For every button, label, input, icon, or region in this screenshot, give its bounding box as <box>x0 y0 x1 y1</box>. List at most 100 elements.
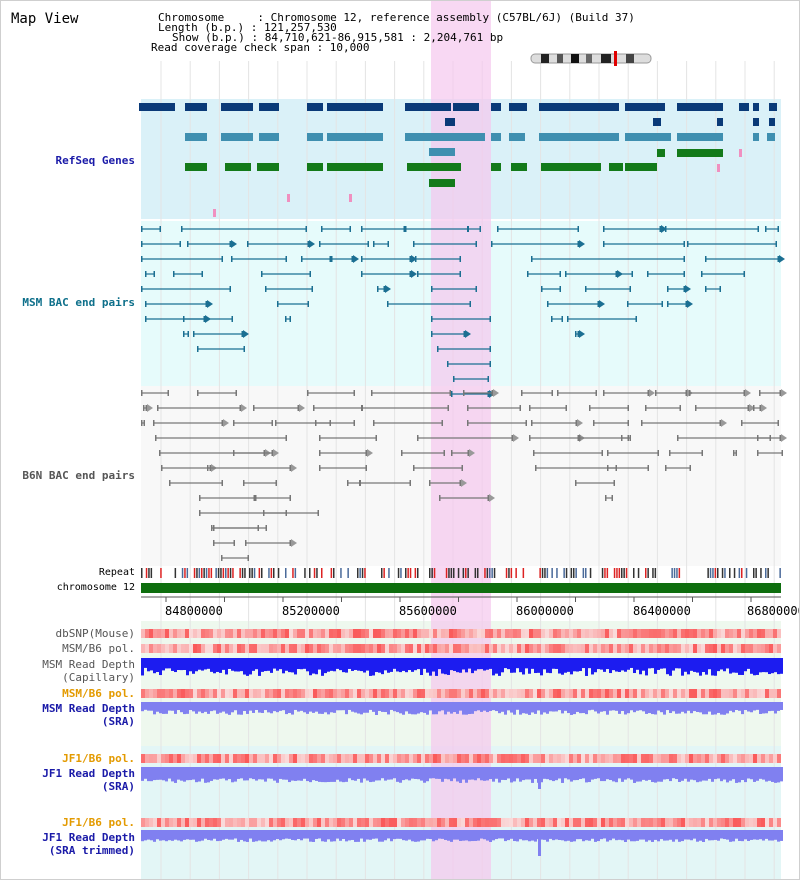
heat-cell <box>753 689 757 698</box>
heat-cell <box>665 689 669 698</box>
heat-cell <box>361 644 365 653</box>
heat-cell <box>389 644 393 653</box>
heat-cell <box>185 818 189 827</box>
read-depth-bar <box>732 767 735 780</box>
heat-cell <box>521 754 525 763</box>
bac-end-cap <box>627 405 629 411</box>
heat-cell <box>701 629 705 638</box>
read-depth-bar <box>351 830 354 840</box>
heat-cell <box>281 818 285 827</box>
heat-cell <box>521 689 525 698</box>
bac-end-cap <box>453 376 455 382</box>
read-depth-bar <box>630 658 633 668</box>
read-depth-bar <box>357 658 360 671</box>
heat-cell <box>273 754 277 763</box>
repeat-mark <box>647 568 649 578</box>
bac-end-cap <box>199 495 201 501</box>
read-depth-bar <box>672 702 675 712</box>
read-depth-bar <box>696 767 699 783</box>
bac-end-cap <box>347 480 349 486</box>
heat-cell <box>245 818 249 827</box>
heat-cell <box>725 689 729 698</box>
read-depth-bar <box>234 767 237 782</box>
read-depth-bar <box>669 702 672 714</box>
heat-cell <box>293 818 297 827</box>
heat-cell <box>237 644 241 653</box>
bac-end-arrow <box>721 419 727 427</box>
bac-end-cap <box>289 465 291 471</box>
bac-end-cap <box>459 256 461 262</box>
read-depth-bar <box>327 830 330 840</box>
read-depth-bar <box>489 702 492 711</box>
read-depth-bar <box>381 830 384 842</box>
heat-cell <box>729 818 733 827</box>
heat-cell <box>761 629 765 638</box>
track-label-msm-bac[interactable]: MSM BAC end pairs <box>22 296 135 309</box>
heat-cell <box>745 629 749 638</box>
read-depth-bar <box>438 767 441 779</box>
heat-cell <box>657 754 661 763</box>
read-depth-bar <box>717 767 720 779</box>
read-depth-bar <box>354 830 357 842</box>
read-depth-bar <box>285 702 288 715</box>
repeat-mark <box>563 568 565 578</box>
refseq-gene <box>509 103 527 111</box>
heat-cell <box>301 754 305 763</box>
heat-cell <box>425 818 429 827</box>
read-depth-bar <box>546 830 549 842</box>
track-label-refseq[interactable]: RefSeq Genes <box>55 154 135 167</box>
bac-end-cap <box>667 286 669 292</box>
read-depth-bar <box>255 658 258 670</box>
heat-cell <box>485 754 489 763</box>
track-label-b6n-bac[interactable]: B6N BAC end pairs <box>22 469 135 482</box>
bac-end-arrow <box>309 240 315 248</box>
heat-cell <box>205 629 209 638</box>
bac-end-cap <box>229 286 231 292</box>
read-depth-bar <box>297 767 300 781</box>
heat-cell <box>593 644 597 653</box>
read-depth-bar <box>651 830 654 842</box>
repeat-mark <box>244 568 246 578</box>
heat-cell <box>549 754 553 763</box>
heat-cell <box>145 818 149 827</box>
read-depth-bar <box>456 767 459 782</box>
heat-cell <box>633 754 637 763</box>
heat-cell <box>345 818 349 827</box>
read-depth-bar <box>207 658 210 669</box>
read-depth-bar <box>204 830 207 839</box>
heat-cell <box>705 754 709 763</box>
heat-cell <box>357 629 361 638</box>
heat-cell <box>253 754 257 763</box>
bac-end-cap <box>245 540 247 546</box>
bac-end-cap <box>239 405 241 411</box>
heat-cell <box>749 689 753 698</box>
read-depth-bar <box>327 658 330 672</box>
bac-end-cap <box>779 435 781 441</box>
heat-cell <box>681 689 685 698</box>
bac-end-cap <box>635 316 637 322</box>
read-depth-bar <box>414 658 417 671</box>
read-depth-bar <box>411 658 414 672</box>
heat-cell <box>477 754 481 763</box>
repeat-mark <box>484 568 486 578</box>
read-depth-bar <box>369 830 372 840</box>
heat-cell <box>217 754 221 763</box>
read-depth-bar <box>660 658 663 669</box>
heat-cell <box>497 644 501 653</box>
read-depth-bar <box>636 702 639 711</box>
bac-end-cap <box>683 241 685 247</box>
heat-cell <box>273 629 277 638</box>
read-depth-bar <box>198 658 201 670</box>
heat-cell <box>693 644 697 653</box>
heat-cell <box>617 629 621 638</box>
refseq-gene <box>625 163 657 171</box>
heat-cell <box>397 644 401 653</box>
read-depth-bar <box>252 830 255 842</box>
read-depth-bar <box>540 767 543 783</box>
read-depth-bar <box>219 767 222 779</box>
bac-end-cap <box>213 525 215 531</box>
heat-cell <box>157 689 161 698</box>
read-depth-bar <box>153 767 156 781</box>
refseq-gene <box>257 163 279 171</box>
read-depth-bar <box>342 702 345 711</box>
